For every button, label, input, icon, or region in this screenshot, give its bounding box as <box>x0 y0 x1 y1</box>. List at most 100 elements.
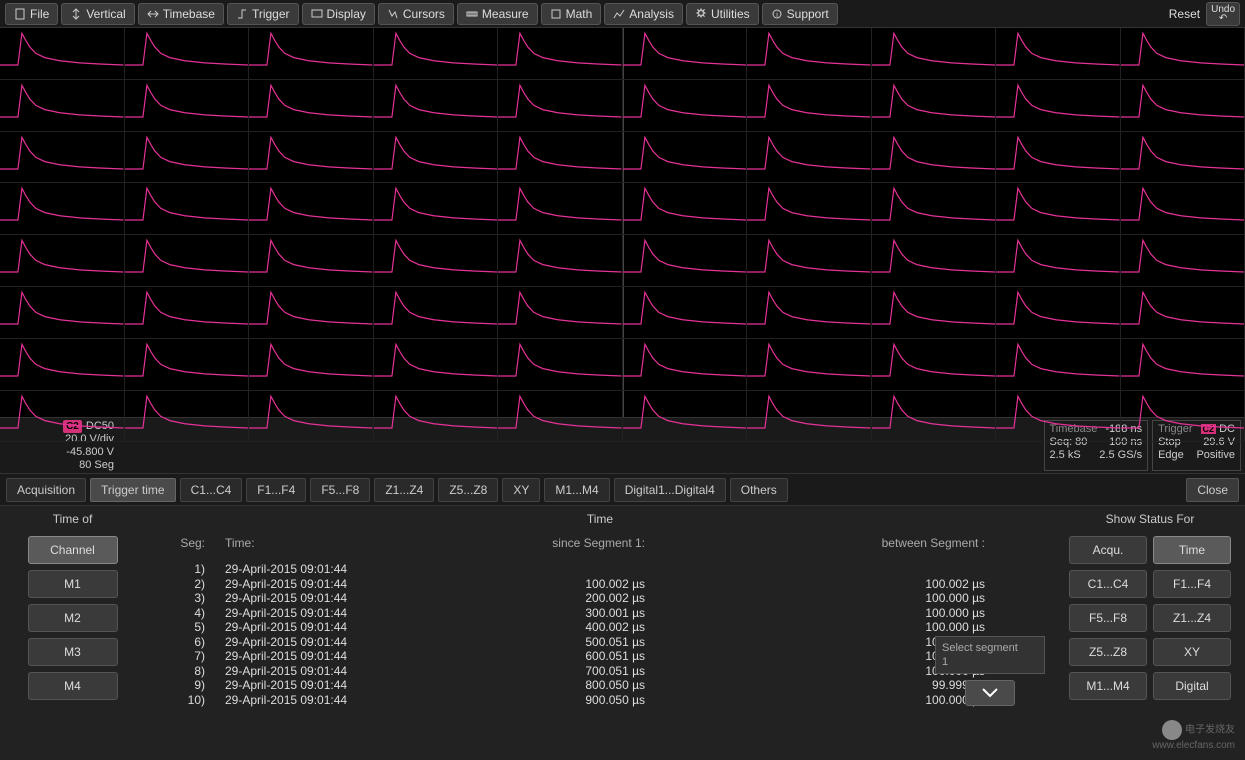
show-status-header: Show Status For <box>1061 512 1239 526</box>
waveform-segment <box>996 287 1121 339</box>
waveform-segment <box>1121 287 1245 339</box>
waveform-segment <box>125 391 250 443</box>
segment-dropdown-button[interactable] <box>965 680 1015 706</box>
waveform-segment <box>623 339 748 391</box>
channel-seg: 80 Seg <box>4 459 114 472</box>
timeof-m4-button[interactable]: M4 <box>28 672 118 700</box>
measure-button[interactable]: Measure <box>457 3 538 25</box>
watermark-icon <box>1162 720 1182 740</box>
channel-offset: -45.800 V <box>4 446 114 459</box>
timeof-m2-button[interactable]: M2 <box>28 604 118 632</box>
waveform-segment <box>872 235 997 287</box>
status-time-button[interactable]: Time <box>1153 536 1231 564</box>
waveform-segment <box>0 80 125 132</box>
waveform-segment <box>872 80 997 132</box>
waveform-segment <box>498 235 623 287</box>
waveform-segment <box>374 28 499 80</box>
status-f5-f8-button[interactable]: F5...F8 <box>1069 604 1147 632</box>
waveform-segment <box>623 80 748 132</box>
undo-button[interactable]: Undo↶ <box>1206 2 1240 26</box>
waveform-segment <box>623 183 748 235</box>
segment-row: 7)29-April-2015 09:01:44600.051 µs100.00… <box>155 649 1045 664</box>
segment-selector: Select segment 1 <box>935 636 1045 706</box>
waveform-segment <box>249 339 374 391</box>
status-digital-button[interactable]: Digital <box>1153 672 1231 700</box>
segment-input[interactable]: Select segment 1 <box>935 636 1045 674</box>
waveform-segment <box>374 339 499 391</box>
segment-row: 8)29-April-2015 09:01:44700.051 µs100.00… <box>155 664 1045 679</box>
waveform-display[interactable] <box>0 28 1245 418</box>
math-button[interactable]: Math <box>541 3 602 25</box>
support-button[interactable]: iSupport <box>762 3 838 25</box>
tab-f1-f4[interactable]: F1...F4 <box>246 478 306 502</box>
status-f1-f4-button[interactable]: F1...F4 <box>1153 570 1231 598</box>
file-button[interactable]: File <box>5 3 58 25</box>
waveform-segment <box>872 339 997 391</box>
waveform-segment <box>1121 132 1245 184</box>
trigger-time-panel: Time of ChannelM1M2M3M4 Time Seg: Time: … <box>0 506 1245 760</box>
time-title: Time <box>155 512 1045 526</box>
timeof-channel-button[interactable]: Channel <box>28 536 118 564</box>
watermark: 电子发烧友 www.elecfans.com <box>1152 720 1235 752</box>
waveform-segment <box>747 391 872 443</box>
display-button[interactable]: Display <box>302 3 375 25</box>
waveform-segment <box>623 132 748 184</box>
timebase-samples: 2.5 kS <box>1050 449 1081 462</box>
timebase-button[interactable]: Timebase <box>138 3 224 25</box>
watermark-text1: 电子发烧友 <box>1185 725 1235 736</box>
tab-m1-m4[interactable]: M1...M4 <box>544 478 609 502</box>
timeof-m1-button[interactable]: M1 <box>28 570 118 598</box>
tab-digital1-digital4[interactable]: Digital1...Digital4 <box>614 478 726 502</box>
tab-z5-z8[interactable]: Z5...Z8 <box>438 478 498 502</box>
waveform-segment <box>996 183 1121 235</box>
waveform-segment <box>996 391 1121 443</box>
waveform-segment <box>0 183 125 235</box>
timeof-m3-button[interactable]: M3 <box>28 638 118 666</box>
waveform-segment <box>249 235 374 287</box>
status-c1-c4-button[interactable]: C1...C4 <box>1069 570 1147 598</box>
waveform-segment <box>996 28 1121 80</box>
waveform-segment <box>249 28 374 80</box>
waveform-segment <box>125 132 250 184</box>
segment-row: 6)29-April-2015 09:01:44500.051 µs100.04… <box>155 635 1045 650</box>
waveform-segment <box>872 28 997 80</box>
waveform-segment <box>249 183 374 235</box>
waveform-segment <box>623 28 748 80</box>
close-button[interactable]: Close <box>1186 478 1239 502</box>
tab-trigger-time[interactable]: Trigger time <box>90 478 176 502</box>
status-acqu--button[interactable]: Acqu. <box>1069 536 1147 564</box>
analysis-button[interactable]: Analysis <box>604 3 683 25</box>
tab-c1-c4[interactable]: C1...C4 <box>180 478 243 502</box>
header-time: Time: <box>225 536 445 550</box>
status-z5-z8-button[interactable]: Z5...Z8 <box>1069 638 1147 666</box>
tab-z1-z4[interactable]: Z1...Z4 <box>374 478 434 502</box>
waveform-segment <box>249 287 374 339</box>
cursors-button[interactable]: Cursors <box>378 3 454 25</box>
header-seg: Seg: <box>155 536 225 550</box>
waveform-segment <box>498 339 623 391</box>
utilities-button[interactable]: Utilities <box>686 3 759 25</box>
time-of-column: Time of ChannelM1M2M3M4 <box>0 506 145 760</box>
status-xy-button[interactable]: XY <box>1153 638 1231 666</box>
tab-acquisition[interactable]: Acquisition <box>6 478 86 502</box>
waveform-segment <box>374 132 499 184</box>
waveform-segment <box>125 287 250 339</box>
segment-row: 2)29-April-2015 09:01:44100.002 µs100.00… <box>155 577 1045 592</box>
waveform-segment <box>872 391 997 443</box>
trigger-button[interactable]: Trigger <box>227 3 299 25</box>
tab-others[interactable]: Others <box>730 478 788 502</box>
tab-xy[interactable]: XY <box>502 478 540 502</box>
waveform-segment <box>996 235 1121 287</box>
main-toolbar: FileVerticalTimebaseTriggerDisplayCursor… <box>0 0 1245 28</box>
waveform-segment <box>0 235 125 287</box>
waveform-segment <box>498 28 623 80</box>
status-m1-m4-button[interactable]: M1...M4 <box>1069 672 1147 700</box>
reset-button[interactable]: Reset <box>1169 7 1200 21</box>
status-z1-z4-button[interactable]: Z1...Z4 <box>1153 604 1231 632</box>
vertical-button[interactable]: Vertical <box>61 3 134 25</box>
waveform-segment <box>747 183 872 235</box>
waveform-segment <box>747 28 872 80</box>
waveform-segment <box>125 28 250 80</box>
tab-f5-f8[interactable]: F5...F8 <box>310 478 370 502</box>
waveform-segment <box>374 80 499 132</box>
